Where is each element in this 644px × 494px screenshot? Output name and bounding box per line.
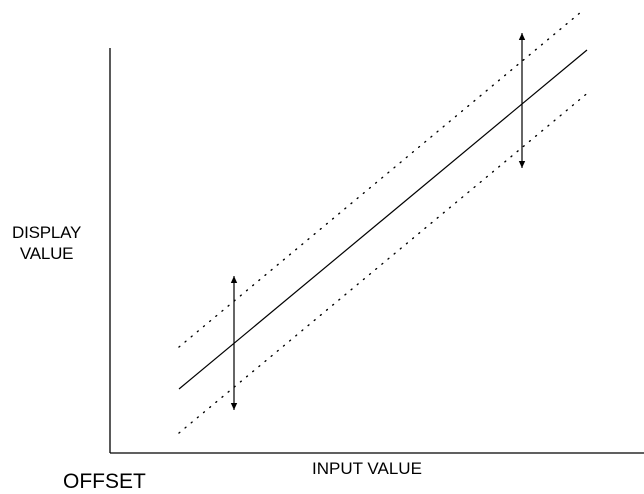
x-axis-label: INPUT VALUE	[312, 459, 422, 478]
y-axis-label-line2: VALUE	[19, 244, 74, 263]
y-axis-label: DISPLAY VALUE	[12, 222, 81, 264]
lower-tolerance-line	[178, 90, 591, 434]
offset-label: OFFSET	[63, 470, 146, 493]
response-line	[178, 49, 588, 390]
y-axis-label-line1: DISPLAY	[12, 223, 82, 242]
upper-tolerance-line	[178, 11, 582, 348]
